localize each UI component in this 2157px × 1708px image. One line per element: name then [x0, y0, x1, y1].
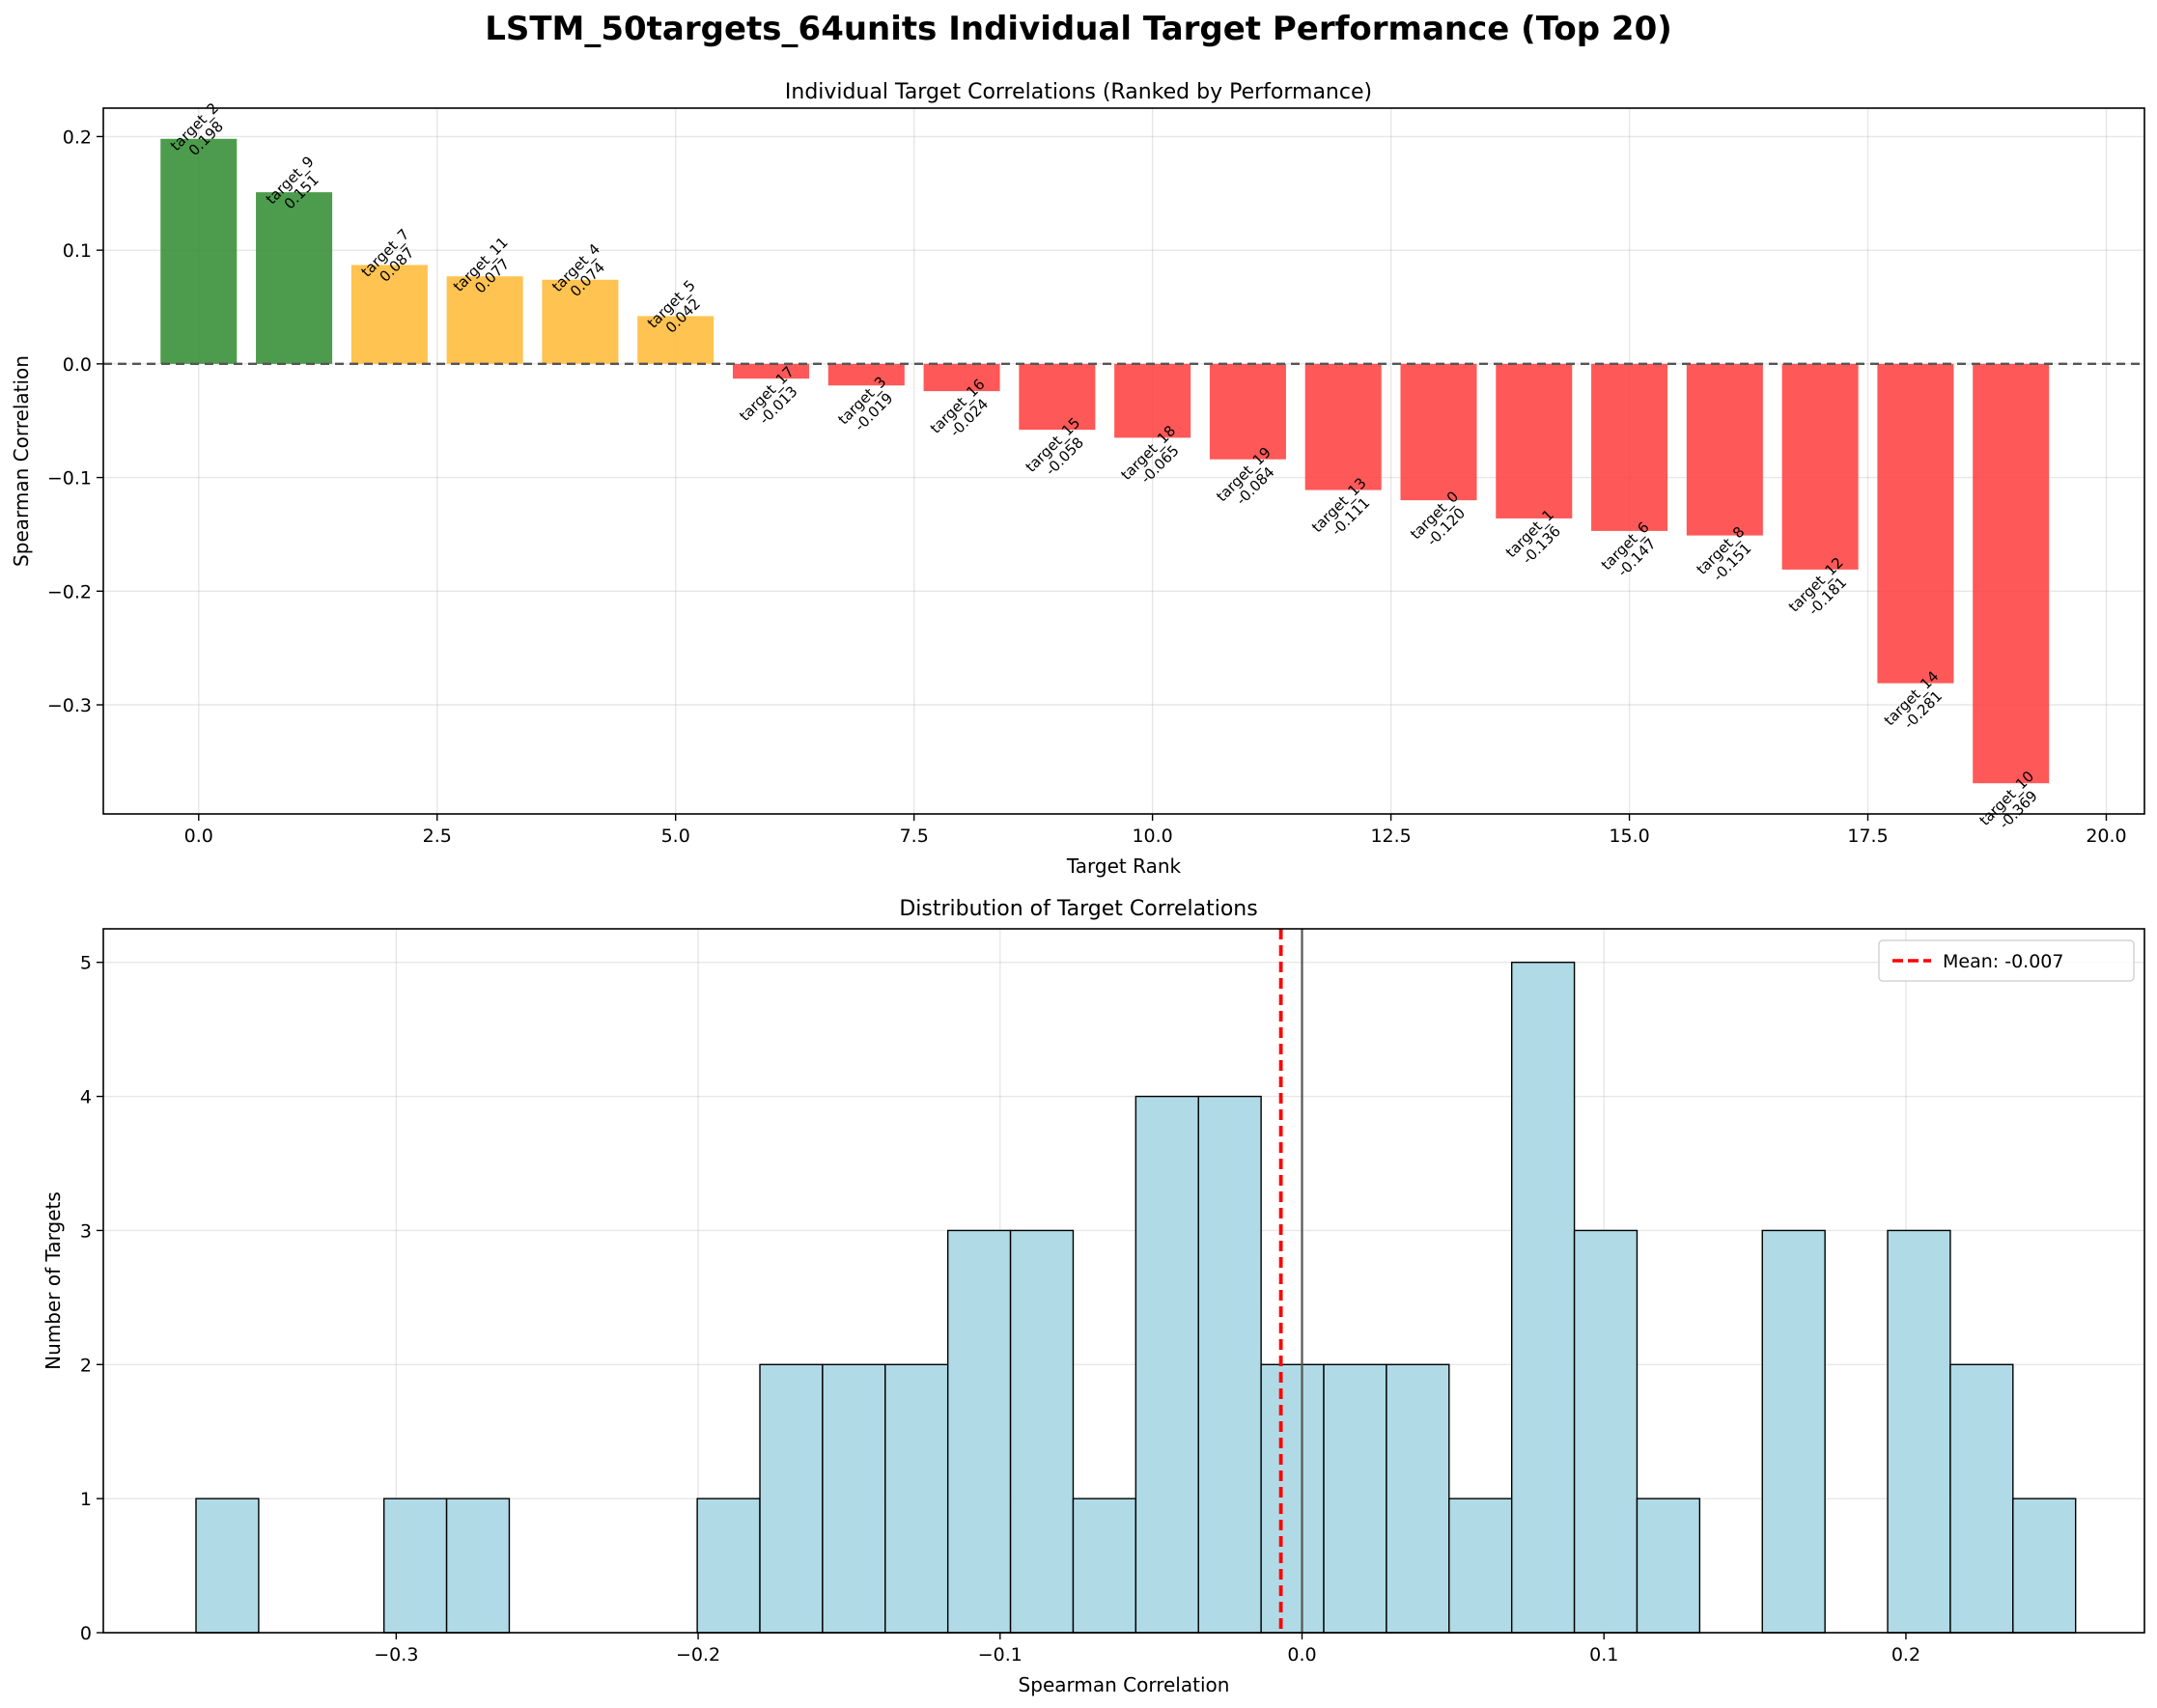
bar-chart-y-tick-label: −0.3 — [47, 695, 92, 716]
histogram-y-tick-label: 0 — [80, 1623, 92, 1644]
histogram-x-tick-label: −0.1 — [978, 1644, 1022, 1666]
bar-chart-y-tick-label: 0.2 — [63, 126, 92, 148]
histogram-y-tick-label: 2 — [80, 1355, 92, 1376]
bar-chart-y-tick-label: 0.1 — [63, 240, 92, 262]
bar-chart-x-tick-label: 2.5 — [423, 826, 452, 847]
histogram-y-tick-label: 3 — [80, 1220, 92, 1242]
histogram-bin — [696, 1498, 761, 1634]
bar-target_12 — [1781, 363, 1859, 570]
bar-chart-x-tick-label: 7.5 — [900, 826, 929, 847]
bar-chart-y-tick-label: −0.1 — [47, 468, 92, 490]
bar-target_14 — [1877, 363, 1954, 684]
bar-chart-x-axis-label: Target Rank — [1066, 854, 1182, 878]
histogram-bin — [1510, 962, 1576, 1634]
histogram-bin — [1636, 1498, 1701, 1634]
bar-target_8 — [1686, 363, 1763, 536]
histogram-bin — [2012, 1498, 2077, 1634]
bar-target_11 — [446, 276, 523, 364]
histogram-bin — [946, 1229, 1012, 1634]
histogram-bin — [884, 1363, 949, 1634]
bar-chart-x-tick-label: 0.0 — [184, 826, 213, 847]
bar-target_0 — [1400, 363, 1477, 501]
histogram-y-tick-label: 5 — [80, 953, 92, 974]
histogram-bin — [1949, 1363, 2014, 1634]
bar-target_18 — [1114, 363, 1191, 438]
histogram-bin — [1323, 1363, 1387, 1634]
histogram-panel: Distribution of Target Correlations −0.3… — [42, 897, 2145, 1696]
histogram-bins — [195, 929, 2077, 1634]
histogram-x-tick-label: 0.2 — [1891, 1644, 1920, 1666]
bar-chart-x-tick-label: 17.5 — [1847, 826, 1888, 847]
bar-chart-frame — [102, 107, 2145, 815]
histogram-bin — [1761, 1229, 1826, 1634]
legend-mean-label: Mean: -0.007 — [1943, 951, 2063, 972]
histogram-bin — [822, 1363, 886, 1634]
bar-chart-panel: Individual Target Correlations (Ranked b… — [10, 80, 2145, 878]
bar-target_2 — [160, 138, 238, 364]
histogram-bin — [382, 1498, 448, 1634]
bar-target_17 — [732, 363, 810, 379]
histogram-bin — [1448, 1498, 1513, 1634]
bar-chart-title: Individual Target Correlations (Ranked b… — [785, 80, 1372, 104]
histogram-y-tick-label: 4 — [80, 1087, 92, 1108]
histogram-x-axis-label: Spearman Correlation — [1019, 1673, 1230, 1696]
bar-chart-ticks: 0.0 2.5 5.0 7.5 10.0 12.5 15.0 17.5 20.0 −0.3 −0.2… — [47, 126, 2127, 847]
bar-chart-y-tick-label: −0.2 — [47, 581, 92, 602]
bar-chart-y-axis-label: Spearman Correlation — [10, 355, 33, 567]
histogram-bin — [1197, 1095, 1262, 1634]
histogram-x-tick-label: −0.3 — [374, 1644, 418, 1666]
bar-target_10 — [1973, 363, 2050, 784]
histogram-x-tick-label: 0.1 — [1589, 1644, 1618, 1666]
bar-chart-bars — [103, 138, 2144, 784]
bar-chart-x-tick-label: 5.0 — [661, 826, 690, 847]
histogram-bin — [1135, 1095, 1199, 1634]
histogram-x-tick-label: −0.2 — [676, 1644, 720, 1666]
histogram-x-tick-label: 0.0 — [1287, 1644, 1316, 1666]
bar-target_5 — [637, 316, 714, 364]
legend-box — [1878, 939, 2135, 982]
histogram-frame — [102, 928, 2145, 1634]
histogram-bin — [759, 1363, 824, 1634]
histogram-y-tick-label: 1 — [80, 1489, 92, 1510]
histogram-legend: Mean: -0.007 — [1878, 939, 2135, 982]
histogram-y-axis-label: Number of Targets — [42, 1191, 65, 1370]
bar-target_1 — [1496, 363, 1573, 518]
histogram-bin — [1260, 1363, 1325, 1634]
bar-chart-y-tick-label: 0.0 — [63, 354, 92, 376]
histogram-bin — [1009, 1229, 1075, 1634]
bar-target_7 — [350, 265, 428, 364]
bar-target_15 — [1019, 363, 1096, 431]
bar-target_13 — [1304, 363, 1382, 490]
histogram-bin — [1573, 1229, 1639, 1634]
bar-target_9 — [256, 192, 333, 364]
histogram-title: Distribution of Target Correlations — [899, 897, 1257, 921]
histogram-bin — [1386, 1363, 1450, 1634]
figure-suptitle: LSTM_50targets_64units Individual Target… — [485, 10, 1672, 48]
bar-target_16 — [923, 363, 1000, 392]
bar-chart-x-tick-label: 10.0 — [1132, 826, 1172, 847]
bar-target_6 — [1591, 363, 1668, 531]
histogram-bin — [445, 1498, 511, 1634]
bar-target_19 — [1209, 363, 1286, 460]
bar-chart-x-tick-label: 15.0 — [1609, 826, 1649, 847]
bar-chart-x-tick-label: 12.5 — [1370, 826, 1411, 847]
histogram-bin — [1887, 1229, 1951, 1634]
bar-target_3 — [827, 363, 905, 386]
bar-chart-x-tick-label: 20.0 — [2086, 826, 2126, 847]
histogram-bin — [1072, 1498, 1137, 1634]
bar-target_4 — [542, 279, 619, 364]
histogram-ticks: −0.3 −0.2 −0.1 0.0 0.1 0.2 0 1 2 3 4 5 — [80, 953, 1920, 1666]
histogram-bin — [195, 1498, 260, 1634]
